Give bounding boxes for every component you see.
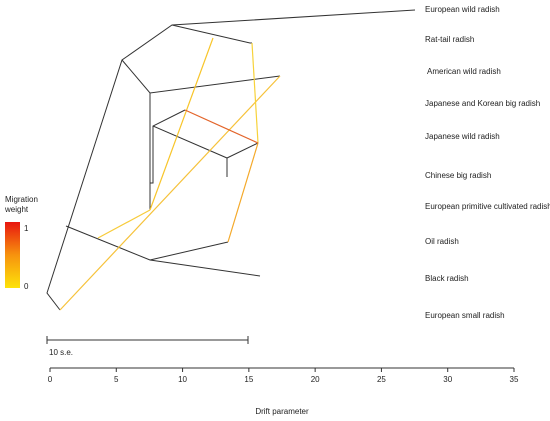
migration-edge [227, 142, 259, 243]
x-tick-label: 0 [48, 375, 53, 384]
leaf-label: Black radish [425, 274, 469, 283]
scale-bar-label: 10 s.e. [49, 348, 73, 357]
legend-tick-label: 1 [24, 224, 29, 233]
leaf-label: Japanese wild radish [425, 132, 500, 141]
x-tick-label: 25 [377, 375, 386, 384]
x-tick-label: 35 [510, 375, 519, 384]
x-tick-label: 10 [178, 375, 187, 384]
migration-edge [59, 75, 281, 311]
leaf-label: Chinese big radish [425, 171, 491, 180]
x-tick-label: 5 [114, 375, 119, 384]
legend-tick-label: 0 [24, 282, 29, 291]
tree-edge [171, 24, 252, 44]
color-bar [5, 222, 20, 288]
x-tick-label: 20 [311, 375, 320, 384]
tree-edge [226, 142, 259, 159]
migrations [59, 37, 281, 311]
tree-edge [121, 59, 281, 94]
tree-edge [149, 241, 229, 261]
leaf-label: European primitive cultivated radish [425, 202, 550, 211]
migration-edge [149, 37, 214, 211]
migration-edge [184, 109, 259, 144]
legend-title: weight [4, 205, 29, 214]
x-tick-label: 15 [244, 375, 253, 384]
tree-edge [152, 125, 228, 177]
leaf-label: American wild radish [427, 67, 501, 76]
migration-edge [97, 209, 151, 239]
leaf-label: Rat-tail radish [425, 35, 474, 44]
leaf-label: European small radish [425, 311, 505, 320]
legend-title: Migration [5, 195, 38, 204]
x-tick-label: 30 [443, 375, 452, 384]
leaf-label: European wild radish [425, 5, 500, 14]
migration-edge [251, 42, 259, 144]
tree [46, 9, 416, 311]
x-axis-title: Drift parameter [255, 407, 309, 416]
leaf-label: Japanese and Korean big radish [425, 99, 540, 108]
leaf-label: Oil radish [425, 237, 459, 246]
tree-edge [150, 109, 186, 184]
